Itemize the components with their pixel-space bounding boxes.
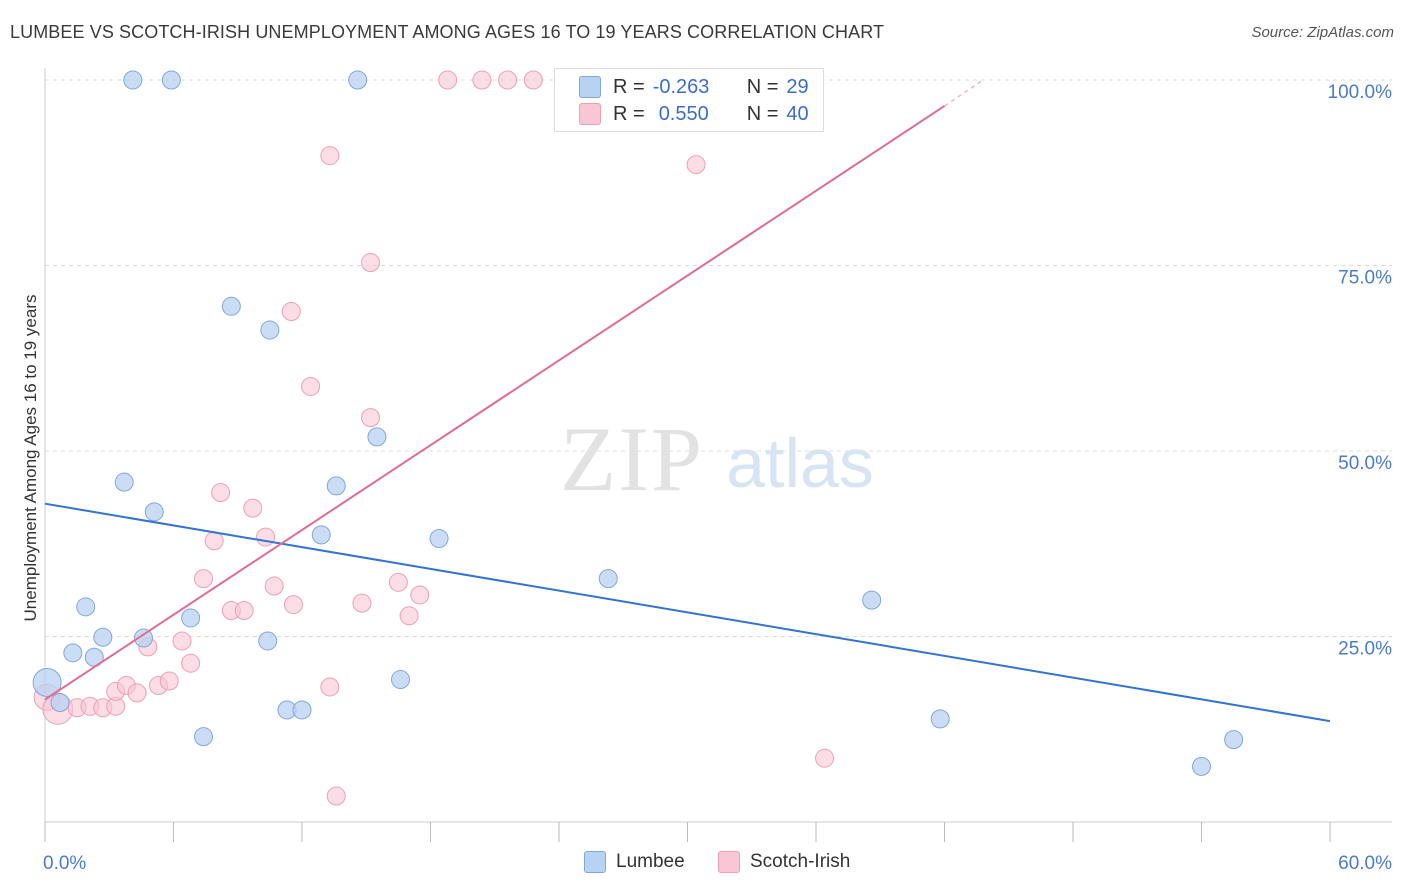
scotch-irish-point [281,302,301,322]
legend-item-lumbee: Lumbee [584,851,685,873]
lumbee-point [114,472,134,492]
scotch-n-value: 40 [786,102,809,125]
lumbee-point [76,597,96,617]
x-tick-label: 60.0% [1338,853,1392,874]
scotch-irish-point [361,253,381,273]
scotch-irish-point [283,595,303,615]
lumbee-point [311,525,331,545]
lumbee-legend-swatch [584,851,606,873]
scotch-r-value: 0.550 [658,102,709,125]
scotch-irish-point [234,601,254,621]
lumbee-point [181,608,201,628]
scotch-irish-point [815,748,835,768]
lumbee-point [326,476,346,496]
lumbee-point [193,727,213,747]
lumbee-point [123,70,143,90]
scotch-irish-point [301,376,321,396]
lumbee-point [1224,730,1244,750]
lumbee-point [144,502,164,522]
scotch-irish-point [172,631,192,651]
lumbee-swatch [579,76,601,98]
series-legend: Lumbee Scotch-Irish [0,851,1406,877]
scotch-irish-trend-extension [944,79,984,107]
lumbee-point [862,590,882,610]
lumbee-point [367,427,387,447]
scotch-irish-point [352,593,372,613]
scotch-n-label: N = [746,102,779,125]
scotch-irish-point [264,576,284,596]
y-tick-labels: 25.0% 50.0% 75.0% 100.0% [1328,82,1393,660]
scotch-irish-point [193,569,213,589]
lumbee-point [348,70,368,90]
lumbee-point [260,320,280,340]
lumbee-point [93,627,113,647]
lumbee-point [429,529,449,549]
legend-row-scotch: R = 0.550 N = 40 [579,101,809,127]
lumbee-points [32,70,1244,776]
scotch-irish-point [410,585,430,605]
scotch-legend-swatch [718,851,740,873]
lumbee-r-value: -0.263 [652,75,710,98]
scotch-irish-point [204,531,224,551]
scotch-irish-point [159,671,179,691]
lumbee-n-value: 29 [786,75,809,98]
scotch-irish-point [181,653,201,673]
lumbee-point [292,700,312,720]
legend-row-lumbee: R = -0.263 N = 29 [579,74,809,100]
scotch-irish-point [127,683,147,703]
scotch-irish-point [498,70,518,90]
watermark-zip: ZIP [560,408,704,510]
lumbee-point [32,668,62,698]
y-tick-label: 25.0% [1338,639,1392,660]
scotch-irish-point [399,606,419,626]
scotch-irish-point [438,70,458,90]
lumbee-point [598,569,618,589]
lumbee-point [391,670,411,690]
scotch-irish-point [361,408,381,428]
watermark-atlas: atlas [726,424,874,502]
scotch-legend-label: Scotch-Irish [750,851,851,872]
lumbee-point [134,628,154,648]
lumbee-n-label: N = [746,75,779,98]
y-tick-label: 100.0% [1328,82,1393,103]
x-tick-labels: 0.0% 60.0% [43,853,1392,874]
axes [44,68,1392,842]
lumbee-trend-line [44,502,1331,723]
scotch-swatch [579,103,601,125]
scotch-irish-point [320,677,340,697]
lumbee-point [50,693,70,713]
scotch-irish-trend-line [44,105,946,701]
scotch-irish-point [320,146,340,166]
scotch-r-label: R = [613,102,645,125]
lumbee-point [63,643,83,663]
scotch-irish-point [326,786,346,806]
stats-legend: R = -0.263 N = 29 R = 0.550 N = 40 [554,68,824,132]
scotch-irish-point [256,527,276,547]
legend-item-scotch: Scotch-Irish [718,851,850,873]
lumbee-point [221,296,241,316]
scotch-irish-point [472,70,492,90]
scotch-irish-point [388,572,408,592]
scotch-irish-point [686,155,706,175]
y-tick-label: 75.0% [1338,268,1392,289]
chart-title: LUMBEE VS SCOTCH-IRISH UNEMPLOYMENT AMON… [10,22,885,42]
lumbee-r-label: R = [613,75,645,98]
lumbee-point [930,709,950,729]
y-tick-label: 50.0% [1338,453,1392,474]
scotch-irish-points [33,70,835,806]
scotch-irish-point [243,498,263,518]
trend-lines [44,79,1331,723]
lumbee-point [161,70,181,90]
lumbee-legend-label: Lumbee [616,851,685,872]
lumbee-point [258,631,278,651]
y-axis-label: Unemployment Among Ages 16 to 19 years [21,295,40,622]
grid [45,79,1392,637]
x-tick-label: 0.0% [43,853,86,874]
source-label: Source: ZipAtlas.com [1251,24,1394,41]
scotch-irish-point [523,70,543,90]
lumbee-point [1192,756,1211,776]
scotch-irish-point [211,483,231,503]
